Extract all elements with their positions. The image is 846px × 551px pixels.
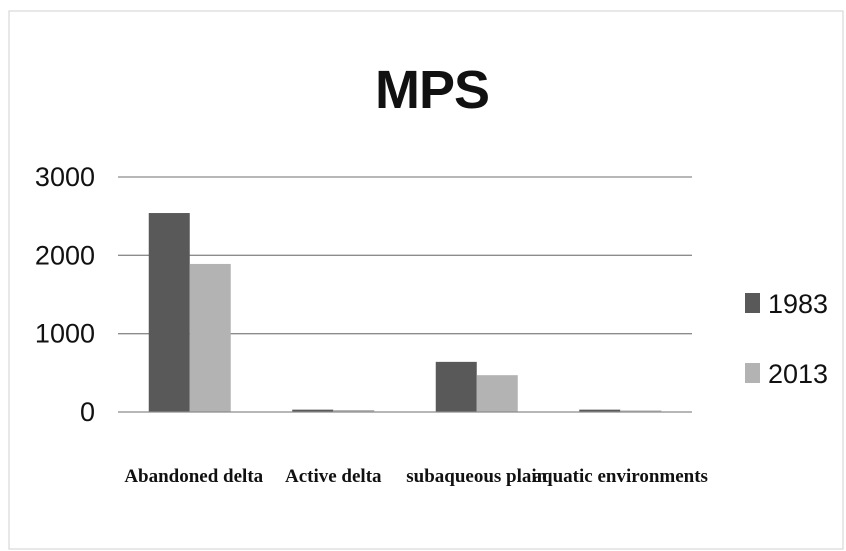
y-axis-ticks: 0 1000 2000 3000 (35, 162, 95, 427)
bar-2013-0 (189, 263, 231, 412)
x-tick-label: aquatic environments (533, 466, 708, 487)
legend-swatch-1983 (745, 293, 760, 313)
x-tick-label: Active delta (285, 466, 382, 487)
bar-2013-1 (333, 410, 375, 412)
y-tick-label: 2000 (35, 240, 95, 270)
bar-1983-1 (292, 409, 334, 412)
chart-border (8, 10, 844, 550)
legend-swatch-2013 (745, 363, 760, 383)
x-axis-labels: Abandoned delta Active delta subaqueous pl… (124, 466, 708, 487)
y-tick-label: 3000 (35, 162, 95, 192)
legend: 1983 2013 (745, 289, 828, 389)
bar-1983-3 (579, 409, 621, 412)
bar-1983-0 (148, 213, 190, 412)
y-tick-label: 1000 (35, 319, 95, 349)
bar-1983-2 (435, 361, 477, 412)
legend-label: 1983 (768, 289, 828, 319)
x-tick-label: subaqueous plain (406, 466, 547, 487)
bar-2013-3 (620, 410, 662, 412)
bar-2013-2 (476, 375, 518, 412)
x-tick-label: Abandoned delta (124, 466, 263, 487)
bars (148, 213, 662, 412)
legend-label: 2013 (768, 359, 828, 389)
chart-title: MPS (375, 60, 489, 120)
y-tick-label: 0 (80, 397, 95, 427)
